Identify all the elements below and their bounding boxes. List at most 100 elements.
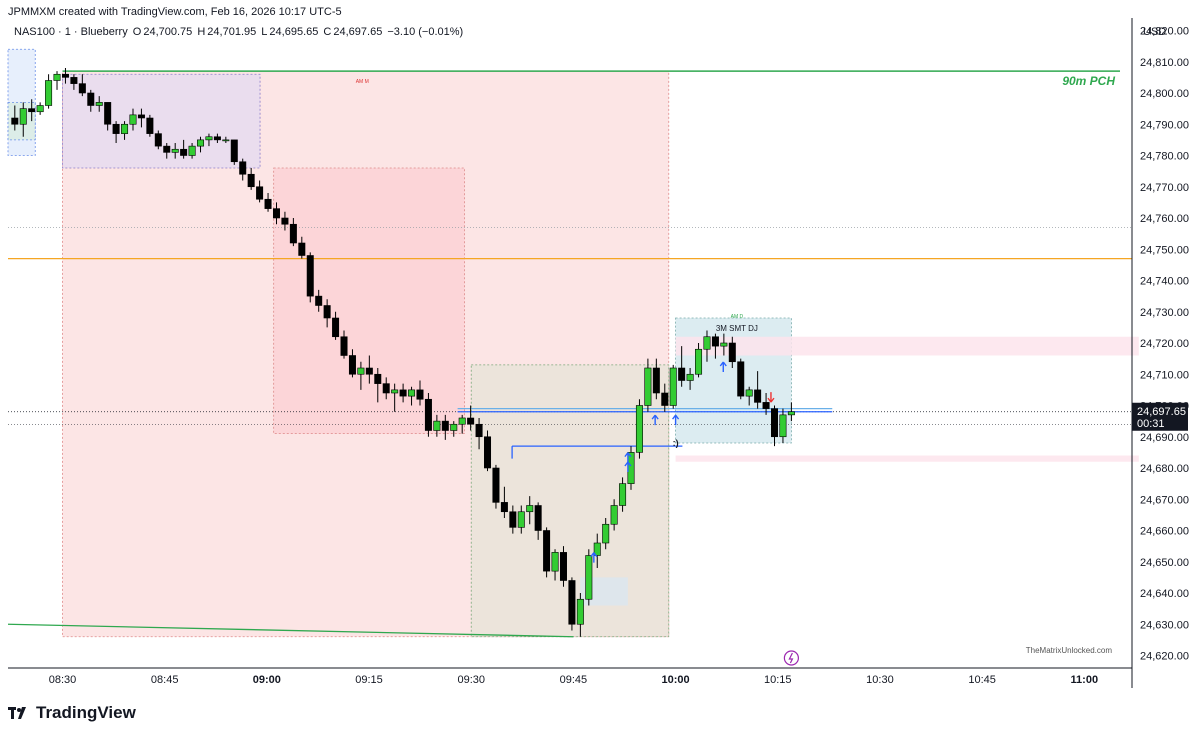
candle (644, 358, 652, 412)
candle-body (779, 414, 787, 438)
candle-body (517, 511, 525, 528)
candle (568, 577, 576, 631)
candle (272, 202, 280, 225)
candle (121, 121, 129, 140)
price-tick-label: 24,640.00 (1140, 588, 1189, 600)
candle (137, 108, 145, 128)
candle (695, 343, 703, 378)
candle-body (771, 408, 779, 438)
candle-body (61, 73, 69, 78)
time-tick-label: 10:45 (968, 674, 996, 686)
candle (78, 74, 86, 97)
candle-body (53, 73, 61, 81)
candle (534, 502, 542, 540)
candle-body (424, 398, 432, 431)
candle-body (416, 389, 424, 400)
candle (95, 96, 103, 112)
candle-body (551, 552, 559, 572)
price-tick-label: 24,650.00 (1140, 557, 1189, 569)
candle-body (661, 392, 669, 406)
pink-fvg-upper (675, 336, 1139, 356)
candle-body (619, 483, 627, 506)
candle (340, 330, 348, 359)
candle-body (585, 555, 593, 600)
candle-body (104, 102, 112, 125)
candle (484, 430, 492, 472)
candle (441, 414, 449, 440)
time-tick-label: 10:15 (764, 674, 792, 686)
smt-label: 3M SMT DJ (716, 324, 758, 333)
price-tick-label: 24,810.00 (1140, 57, 1189, 69)
candle (517, 505, 525, 534)
last-price-value: 24,697.65 (1137, 406, 1186, 418)
candle (213, 133, 221, 143)
candle-body (197, 139, 205, 147)
candle-body (695, 348, 703, 375)
watermark-text: TheMatrixUnlocked.com (1026, 646, 1113, 655)
candle-body (382, 383, 390, 394)
candle-body (669, 367, 677, 406)
candle-body (264, 198, 272, 209)
close-value: 24,697.65 (333, 26, 383, 38)
candle (787, 402, 795, 422)
candle-body (534, 505, 542, 531)
bullish-arrow-icon (672, 414, 680, 426)
bullish-arrow-icon (590, 552, 598, 563)
candle-body (357, 367, 365, 375)
candle-body (95, 102, 103, 106)
candle-body (332, 317, 340, 338)
candle (779, 408, 787, 443)
candle-body (365, 367, 373, 375)
bullish-arrow-icon (719, 361, 727, 372)
candle-body (635, 405, 643, 453)
symbol-label[interactable]: NAS100 · 1 · Blueberry (14, 26, 128, 38)
candle (771, 405, 779, 447)
candle (36, 102, 44, 115)
candle (391, 383, 399, 412)
candle-body (289, 223, 297, 244)
candle (686, 368, 694, 390)
price-tick-label: 24,660.00 (1140, 526, 1189, 538)
candle (551, 549, 559, 581)
price-tick-label: 24,750.00 (1140, 244, 1189, 256)
candle-body (112, 123, 120, 134)
candle (11, 105, 19, 131)
candle (19, 102, 27, 137)
candle (53, 71, 61, 90)
candle-body (188, 145, 196, 156)
tradingview-logo-icon (8, 707, 26, 719)
high-value: 24,701.95 (207, 26, 257, 38)
time-tick-label: 08:45 (151, 674, 179, 686)
bearish-arrow-icon (767, 392, 775, 403)
candle (399, 383, 407, 403)
price-tick-label: 24,630.00 (1140, 619, 1189, 631)
candle (669, 364, 677, 409)
candle-body (11, 117, 19, 125)
candle (619, 477, 627, 512)
countdown-value: 00:31 (1137, 418, 1165, 430)
candle (323, 299, 331, 328)
low-label: L (261, 26, 268, 38)
candle-body (754, 389, 762, 403)
candle (450, 421, 458, 437)
candle-body (87, 92, 95, 106)
tradingview-brand: TradingView (8, 703, 136, 723)
last-price-tag (1132, 402, 1188, 431)
event-lightning-icon[interactable] (783, 650, 799, 666)
candle-body (374, 373, 382, 384)
high-label: H (197, 26, 206, 38)
candle-body (146, 117, 154, 134)
candle-body (745, 389, 753, 397)
candle (602, 518, 610, 550)
candle-body (340, 336, 348, 356)
price-tick-label: 24,780.00 (1140, 151, 1189, 163)
candle (467, 405, 475, 431)
candle-body (737, 361, 745, 397)
candle (239, 158, 247, 181)
candle (365, 355, 373, 384)
candle (424, 393, 432, 437)
candle (416, 380, 424, 406)
candle-body (28, 108, 36, 113)
candle (728, 336, 736, 368)
